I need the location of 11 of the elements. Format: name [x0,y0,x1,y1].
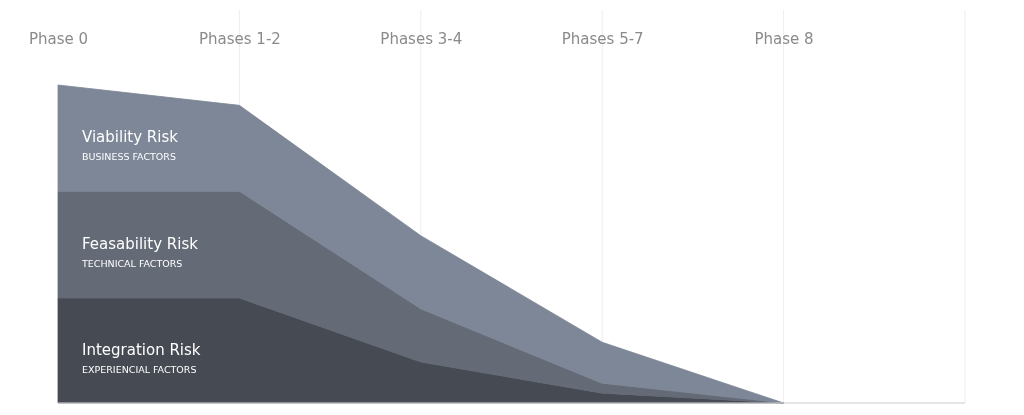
x-tick-label: Phases 1-2 [198,29,281,48]
annotation: BUSINESS FACTORS [82,151,176,163]
series-label: Viability Risk [82,128,179,147]
x-tick-label: Phases 3-4 [380,29,463,48]
annotation: TECHNICAL FACTORS [81,257,183,269]
series-label: Feasability Risk [82,234,199,253]
x-tick-label: Phase 0 [28,29,89,48]
series-label: Integration Risk [82,340,201,359]
x-tick-label: Phase 8 [754,29,814,48]
x-tick-label: Phases 5-7 [561,29,644,48]
annotation: EXPERIENCIAL FACTORS [82,363,197,375]
